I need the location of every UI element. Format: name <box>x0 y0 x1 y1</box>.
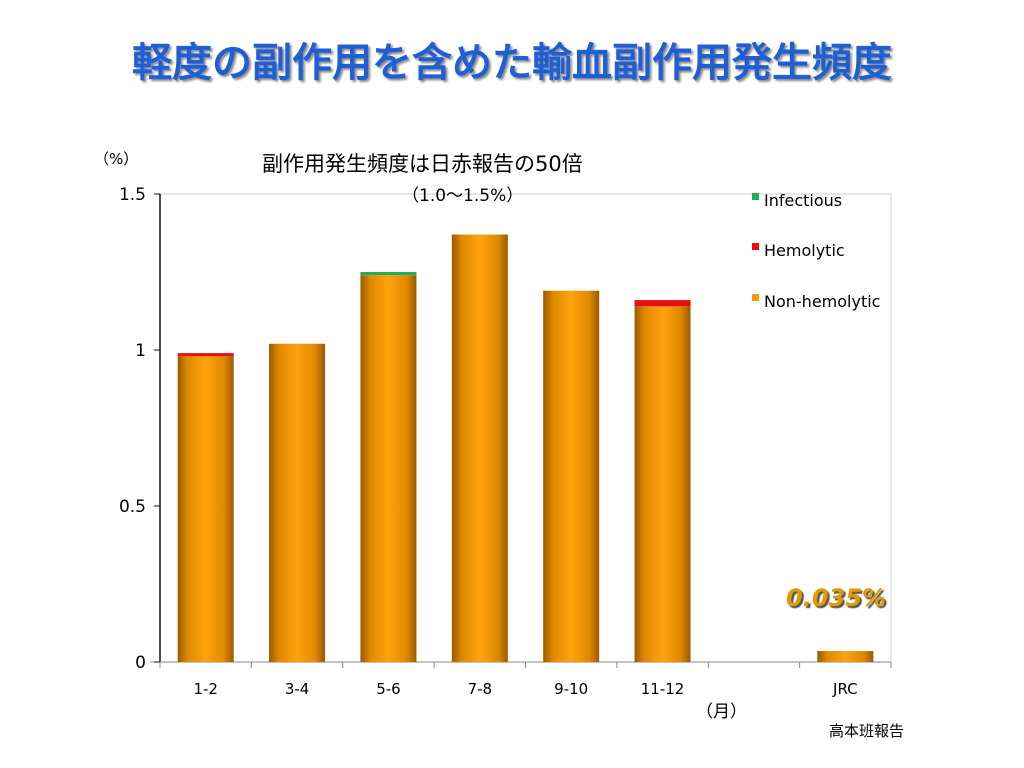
legend: Infectious Hemolytic Non-hemolytic <box>752 191 880 311</box>
bar-non-hemolytic-7-8 <box>451 234 508 662</box>
slide-title: 軽度の副作用を含めた輸血副作用発生頻度 <box>132 40 892 86</box>
bars <box>177 234 874 662</box>
bar-non-hemolytic-5-6 <box>360 275 417 662</box>
x-tick-label: 11-12 <box>641 680 685 698</box>
legend-swatch-infectious <box>752 193 759 200</box>
bar-hemolytic-11-12 <box>634 300 691 307</box>
y-tick-label: 0 <box>135 653 146 673</box>
x-tick-label: 3-4 <box>285 680 310 698</box>
x-ticks: 1-2 3-4 5-6 7-8 9-10 11-12 JRC <box>159 662 892 698</box>
bar-non-hemolytic-11-12 <box>634 306 691 662</box>
chart-title: 副作用発生頻度は日赤報告の50倍 <box>262 152 583 176</box>
bar-infectious-5-6 <box>360 272 417 276</box>
legend-swatch-hemolytic <box>752 243 759 250</box>
bar-non-hemolytic-1-2 <box>177 356 234 662</box>
x-tick-label: 5-6 <box>376 680 401 698</box>
bar-non-hemolytic-9-10 <box>543 290 600 662</box>
y-tick-label: 0.5 <box>119 497 146 517</box>
bar-non-hemolytic-3-4 <box>269 343 326 662</box>
jrc-annotation: 0.035% <box>786 584 886 612</box>
bar-non-hemolytic-JRC <box>817 651 874 662</box>
y-ticks: 0 0.5 1 1.5 <box>119 185 160 673</box>
y-tick-label: 1.5 <box>119 185 146 205</box>
y-tick-label: 1 <box>135 341 146 361</box>
legend-label-non-hemolytic: Non-hemolytic <box>764 292 880 311</box>
legend-label-hemolytic: Hemolytic <box>764 241 845 260</box>
x-tick-label: 7-8 <box>468 680 493 698</box>
y-axis-label: （%） <box>94 150 139 168</box>
bar-hemolytic-1-2 <box>177 353 234 357</box>
chart-subtitle: （1.0～1.5%） <box>402 186 524 206</box>
x-axis-label: （月） <box>696 702 747 722</box>
x-tick-label: JRC <box>832 680 858 698</box>
legend-label-infectious: Infectious <box>764 191 842 210</box>
x-tick-label: 1-2 <box>193 680 218 698</box>
source-note: 高本班報告 <box>829 722 905 740</box>
x-tick-label: 9-10 <box>554 680 588 698</box>
legend-swatch-non-hemolytic <box>752 294 759 301</box>
